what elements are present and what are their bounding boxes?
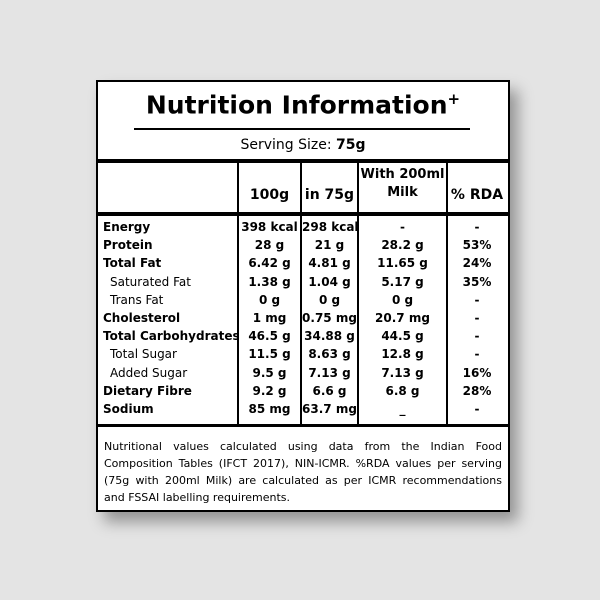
row-value: 5.17 g (381, 274, 424, 289)
serving-value: 75g (336, 137, 366, 153)
row-value: 20.7 mg (375, 311, 430, 325)
row-value: 6.6 g (312, 383, 347, 398)
row-value: 9.5 g (252, 365, 287, 380)
row-value: 11.5 g (248, 347, 291, 362)
row-label: Total Fat (103, 256, 162, 271)
row-value: _ (399, 402, 406, 416)
title-wrap: Nutrition Information+ (98, 90, 508, 119)
row-value: 298 kcal (302, 220, 359, 234)
column-rule (237, 161, 239, 425)
row-value: 16% (462, 365, 492, 380)
row-label: Added Sugar (110, 365, 188, 380)
row-value: 35% (462, 274, 492, 289)
row-value: 63.7 mg (302, 402, 357, 416)
row-label: Saturated Fat (110, 274, 191, 289)
row-value: 1 mg (252, 311, 287, 325)
row-value: 12.8 g (381, 347, 424, 362)
row-value: 85 mg (248, 402, 291, 416)
row-value: 28% (462, 383, 492, 398)
row-label: Energy (103, 220, 151, 234)
row-value: 398 kcal (241, 220, 298, 234)
row-value: - (474, 311, 480, 325)
row-label: Trans Fat (110, 292, 164, 307)
label-box: Nutrition Information+ Serving Size: 75g… (96, 80, 510, 512)
row-value: 0 g (318, 292, 341, 307)
row-value: 6.42 g (248, 256, 291, 271)
row-value: 46.5 g (248, 329, 291, 344)
row-label: Total Sugar (110, 347, 177, 362)
row-value: - (474, 402, 480, 416)
row-label: Dietary Fibre (103, 383, 192, 398)
row-value: - (400, 220, 405, 234)
row-value: 1.04 g (308, 274, 351, 289)
serving-size: Serving Size: 75g (98, 134, 508, 156)
row-value: 44.5 g (381, 329, 424, 344)
row-value: 7.13 g (381, 365, 424, 380)
column-rule (446, 161, 448, 425)
row-value: - (474, 220, 480, 234)
row-label: Sodium (103, 402, 154, 416)
row-label: Protein (103, 238, 153, 253)
row-value: - (474, 329, 480, 344)
row-label: Total Carbohydrates (103, 329, 240, 344)
column-header: With 200ml Milk (360, 167, 445, 200)
row-value: 0.75 mg (302, 311, 357, 325)
column-header: in 75g (304, 187, 355, 203)
row-label: Cholesterol (103, 311, 181, 325)
row-value: 21 g (314, 238, 345, 253)
row-value: 7.13 g (308, 365, 351, 380)
row-value: 24% (462, 256, 492, 271)
row-value: 9.2 g (252, 383, 287, 398)
serving-label: Serving Size: (240, 137, 332, 153)
row-value: 8.63 g (308, 347, 351, 362)
column-header: 100g (249, 187, 290, 203)
row-value: - (474, 292, 480, 307)
row-value: 0 g (258, 292, 281, 307)
column-header: % RDA (450, 187, 504, 203)
rule (98, 159, 508, 163)
title-rule (134, 128, 470, 130)
row-value: 28 g (254, 238, 285, 253)
footnote: Nutritional values calculated using data… (104, 440, 502, 504)
row-value: 1.38 g (248, 274, 291, 289)
row-value: - (474, 347, 480, 362)
row-value: 6.8 g (385, 383, 420, 398)
rule (98, 212, 508, 216)
row-value: 4.81 g (308, 256, 351, 271)
column-rule (300, 161, 302, 425)
row-value: 0 g (391, 292, 414, 307)
row-value: 34.88 g (304, 329, 355, 344)
column-rule (357, 161, 359, 425)
row-value: 53% (462, 238, 492, 253)
title: Nutrition Information (145, 90, 448, 120)
rule (98, 424, 508, 427)
row-value: 28.2 g (381, 238, 424, 253)
row-value: 11.65 g (377, 256, 428, 271)
title-mark: + (447, 90, 461, 108)
